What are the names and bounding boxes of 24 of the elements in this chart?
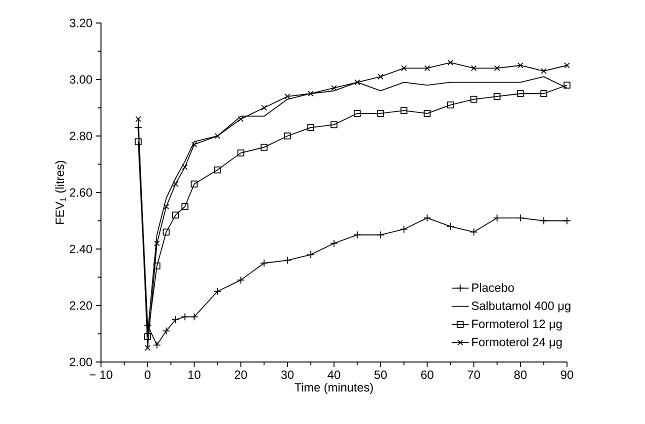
- legend-label: Formoterol 24 μg: [472, 337, 562, 349]
- legend-label: Placebo: [472, 283, 514, 292]
- y-tick-label: 3.00: [70, 75, 92, 84]
- x-tick-label: 70: [468, 370, 480, 379]
- x-tick-label: 60: [421, 370, 434, 379]
- x-tick-label: − 10: [90, 370, 112, 379]
- x-tick-label: 90: [560, 370, 574, 379]
- legend-label: Formoterol 12 μg: [472, 319, 562, 331]
- x-tick-label: 50: [374, 370, 387, 379]
- x-tick-label: 80: [514, 370, 527, 379]
- y-tick-label: 2.60: [70, 188, 92, 197]
- y-tick-label: 3.20: [70, 18, 92, 28]
- y-tick-label: 2.00: [70, 358, 92, 366]
- y-tick-label: 2.40: [70, 244, 92, 254]
- y-tick-label: 2.80: [70, 132, 92, 140]
- x-tick-label: 30: [281, 370, 294, 379]
- legend-label: Salbutamol 400 μg: [472, 301, 570, 312]
- x-tick-label: 20: [234, 370, 247, 379]
- x-axis-title: Time (minutes): [294, 382, 373, 394]
- x-tick-label: 40: [328, 370, 340, 379]
- x-tick-label: 0: [144, 370, 150, 379]
- y-tick-label: 2.20: [70, 301, 92, 310]
- x-tick-label: 10: [188, 370, 200, 379]
- y-axis-title: FEV$_{1}$ (litres): [55, 160, 66, 224]
